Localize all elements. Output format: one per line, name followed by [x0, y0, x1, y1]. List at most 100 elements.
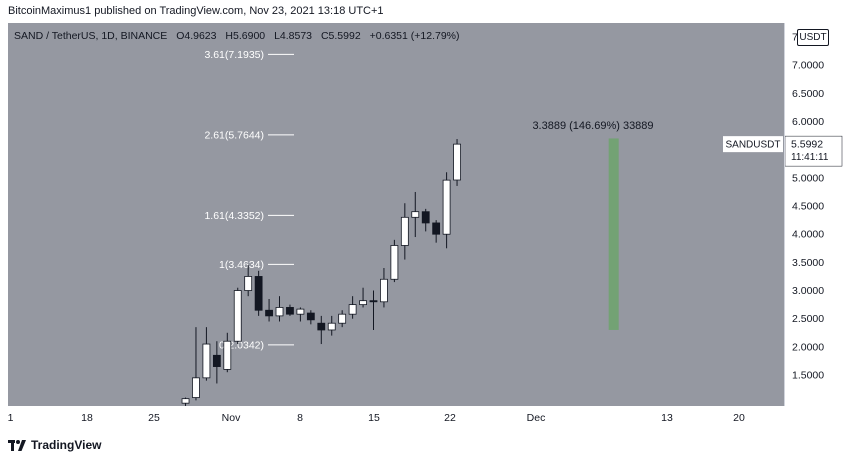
candle-body — [400, 216, 409, 246]
candle — [286, 304, 294, 316]
symbol-info: SAND / TetherUS, 1D, BINANCE O4.9623 H5.… — [14, 30, 460, 42]
change-value: +0.6351 (+12.79%) — [369, 30, 460, 42]
candle — [411, 191, 420, 238]
symbol-name: SAND / TetherUS, 1D, BINANCE — [14, 30, 168, 42]
candle — [244, 265, 253, 297]
fib-levels: 0(2.0342)1(3.4634)1.61(4.3352)2.61(5.764… — [204, 49, 294, 351]
candle — [400, 203, 409, 260]
candle-body — [338, 313, 347, 324]
high-label: H — [225, 30, 234, 42]
price-tick-label: 3.5000 — [792, 257, 824, 269]
fib-label: 1.61(4.3352) — [204, 210, 264, 222]
publisher-header: BitcoinMaximus1 published on TradingView… — [8, 5, 384, 17]
low-label: L — [274, 30, 280, 42]
candle — [327, 315, 336, 336]
candle — [265, 298, 273, 322]
candle — [202, 327, 211, 381]
candle — [390, 239, 399, 283]
candle-body — [244, 276, 253, 291]
candle — [380, 268, 388, 308]
price-tick-label: 6.5000 — [792, 88, 824, 100]
price-tick-label: 4.0000 — [792, 229, 824, 241]
time-tick-label: Dec — [527, 412, 546, 424]
candle-body — [442, 179, 451, 235]
candle — [296, 307, 305, 322]
candlestick-chart: 0(2.0342)1(3.4634)1.61(4.3352)2.61(5.764… — [181, 49, 783, 406]
footer: TradingView — [8, 437, 101, 453]
price-tick-label: 3.0000 — [792, 285, 824, 297]
candle — [359, 287, 367, 308]
candle — [223, 332, 232, 373]
time-tick-label: 13 — [661, 412, 673, 424]
price-tick-label: 7.0000 — [792, 60, 824, 72]
candle-body — [233, 290, 242, 342]
footer-brand: TradingView — [31, 438, 102, 452]
candle-body — [421, 211, 430, 224]
time-tick-label: 15 — [368, 412, 380, 424]
currency-badge[interactable]: USDT — [797, 29, 829, 46]
candle — [369, 290, 378, 330]
price-axis[interactable]: 1.5000 2.0000 2.5000 3.0000 3.5000 4.0000 4.50… — [784, 23, 843, 406]
chart-plot-area[interactable]: 0(2.0342) 1(3.4634) 1.61(4.3352) 2.61(5.764… — [8, 23, 784, 406]
candle — [453, 139, 461, 186]
candle — [432, 220, 441, 243]
candle-body — [286, 307, 294, 315]
high-value: 5.6900 — [233, 30, 266, 42]
tradingview-logo-icon — [8, 439, 26, 451]
symbol-tag-box — [723, 136, 783, 153]
candle — [348, 296, 357, 319]
candle-body — [380, 278, 388, 303]
price-tick-label: 6.0000 — [792, 116, 824, 128]
candle-body — [212, 354, 221, 367]
candle-body — [275, 307, 284, 317]
candle-body — [254, 276, 263, 311]
time-axis[interactable]: 11 18 25 Nov 8 15 22 Dec 13 20 — [3, 406, 784, 430]
candle-body — [359, 300, 367, 306]
price-tick-label: 4.5000 — [792, 201, 824, 213]
price-tick-label: 5.0000 — [792, 172, 824, 184]
fib-label: 3.61(7.1935) — [204, 49, 264, 61]
candle-body — [390, 245, 399, 280]
time-axis-labels: 11 18 25 Nov 8 15 22 Dec 13 20 — [3, 412, 745, 424]
close-value: 5.5992 — [328, 30, 361, 42]
time-tick-label: 8 — [297, 412, 303, 424]
symbol-tag-label: SANDUSDT — [725, 140, 780, 151]
price-tick-label: 1.5000 — [792, 370, 824, 382]
time-tick-label: 18 — [81, 412, 93, 424]
open-value: 4.9623 — [184, 30, 217, 42]
last-price-value: 5.5992 — [791, 139, 823, 151]
time-tick-label: Nov — [222, 412, 241, 424]
candle — [192, 327, 200, 401]
time-tick-label: 20 — [733, 412, 745, 424]
open-label: O — [176, 30, 185, 42]
time-tick-label: 25 — [148, 412, 160, 424]
candle — [254, 270, 263, 316]
measure-label: 3.3889 (146.69%) 33889 — [532, 120, 653, 132]
measure-tool: 3.3889 (146.69%) 33889 — [532, 120, 654, 330]
time-tick-label: 22 — [444, 412, 456, 424]
last-price-box — [784, 135, 843, 167]
candle-body — [181, 398, 190, 404]
candle — [338, 310, 347, 328]
candle — [212, 341, 221, 384]
candle — [421, 208, 430, 232]
candle-body — [202, 343, 211, 379]
low-value: 4.8573 — [279, 30, 313, 42]
close-label: C — [320, 30, 329, 42]
candle-body — [453, 143, 461, 181]
last-price-countdown: 11:41:11 — [791, 152, 829, 163]
candle-body — [432, 222, 441, 235]
fib-label: 2.61(5.7644) — [204, 129, 264, 141]
candle-body — [411, 211, 420, 218]
candle-body — [265, 309, 273, 317]
last-price-symbol-tag: SANDUSDT — [723, 136, 783, 153]
candle-body — [369, 300, 378, 303]
candle — [233, 287, 242, 345]
candle-body — [348, 304, 357, 315]
candles — [181, 139, 461, 406]
time-tick-label: 11 — [8, 412, 14, 424]
candle-body — [317, 322, 326, 331]
candle-body — [327, 322, 336, 331]
candle-body — [296, 308, 305, 315]
